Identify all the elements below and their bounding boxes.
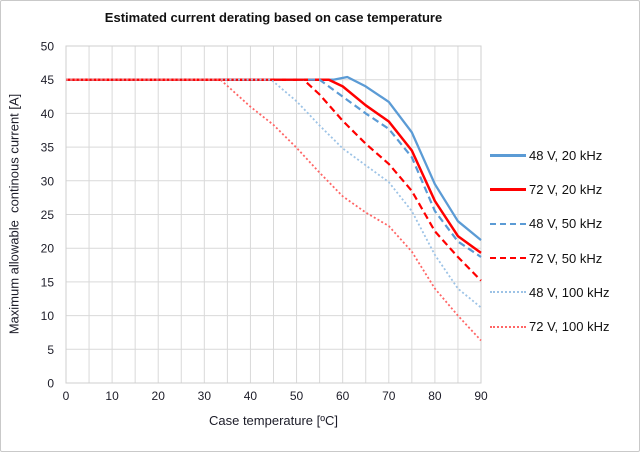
series-line-72v-100khz <box>66 78 482 342</box>
legend-label-72v-20khz: 72 V, 20 kHz <box>529 181 603 197</box>
x-tick-label: 0 <box>63 389 70 403</box>
series-line-72v-50khz <box>66 78 482 282</box>
legend-line-sample-48v-20khz <box>490 153 526 157</box>
legend-label-72v-50khz: 72 V, 50 kHz <box>529 250 603 266</box>
y-tick-label: 35 <box>41 141 55 155</box>
y-tick-label: 50 <box>41 40 55 54</box>
legend-line-sample-72v-20khz <box>490 187 526 191</box>
y-tick-label: 5 <box>47 343 54 357</box>
x-tick-label: 50 <box>290 389 304 403</box>
legend-item-72v-50khz: 72 V, 50 kHz <box>490 241 609 275</box>
y-tick-label: 10 <box>41 309 55 323</box>
x-tick-label: 40 <box>244 389 258 403</box>
series-line-48v-20khz <box>66 75 482 241</box>
y-tick-label: 15 <box>41 275 55 289</box>
legend-label-72v-100khz: 72 V, 100 kHz <box>529 319 610 335</box>
x-tick-label: 60 <box>336 389 350 403</box>
legend-item-72v-20khz: 72 V, 20 kHz <box>490 172 609 206</box>
y-tick-label: 40 <box>41 107 55 121</box>
x-tick-label: 80 <box>428 389 442 403</box>
x-tick-label: 10 <box>105 389 119 403</box>
series-line-48v-100khz <box>66 78 482 309</box>
legend-item-72v-100khz: 72 V, 100 kHz <box>490 309 609 343</box>
legend-label-48v-50khz: 48 V, 50 kHz <box>529 216 603 232</box>
legend-item-48v-100khz: 48 V, 100 kHz <box>490 275 609 309</box>
y-tick-label: 20 <box>41 242 55 256</box>
x-axis-title: Case temperature [ºC] <box>208 413 339 428</box>
plot-border <box>65 45 482 384</box>
y-tick-label: 30 <box>41 174 55 188</box>
chart-title: Estimated current derating based on case… <box>104 10 443 25</box>
series-line-72v-20khz <box>66 78 482 254</box>
legend-line-sample-72v-100khz <box>490 325 526 328</box>
gridlines <box>65 45 482 384</box>
x-tick-label: 30 <box>198 389 212 403</box>
legend-line-sample-48v-100khz <box>490 291 526 294</box>
y-tick-label: 45 <box>41 73 55 87</box>
x-tick-label: 70 <box>382 389 396 403</box>
legend-item-48v-50khz: 48 V, 50 kHz <box>490 207 609 241</box>
y-axis-title: Maximum allowable continous current [A] <box>6 93 22 335</box>
legend-label-48v-100khz: 48 V, 100 kHz <box>529 284 610 300</box>
legend-label-48v-20khz: 48 V, 20 kHz <box>529 147 603 163</box>
y-tick-label: 25 <box>41 208 55 222</box>
legend-line-sample-48v-50khz <box>490 222 526 225</box>
legend-item-48v-20khz: 48 V, 20 kHz <box>490 138 609 172</box>
x-tick-label: 20 <box>152 389 166 403</box>
y-tick-label: 0 <box>47 377 54 391</box>
legend: 48 V, 20 kHz 72 V, 20 kHz 48 V, 50 kHz 72 V… <box>490 138 609 344</box>
legend-line-sample-72v-50khz <box>490 257 526 260</box>
x-tick-label: 90 <box>474 389 488 403</box>
